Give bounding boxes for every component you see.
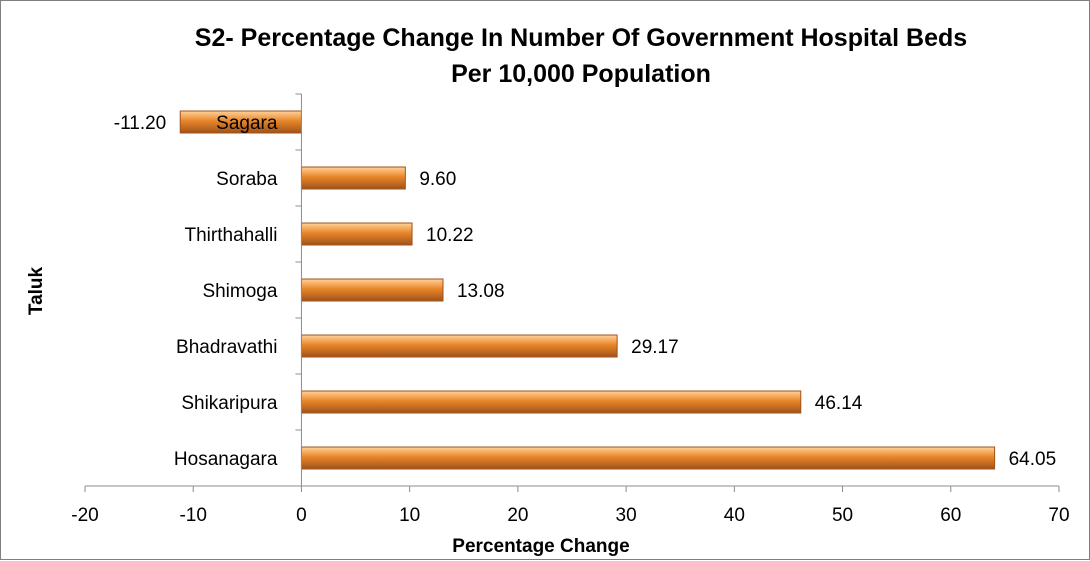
y-category-label: Soraba — [216, 169, 278, 190]
x-tick-label: 40 — [724, 505, 745, 526]
x-tick-label: -20 — [71, 505, 98, 526]
bar-data-label: 64.05 — [1009, 449, 1057, 470]
y-category-label: Shimoga — [202, 281, 277, 302]
bar-data-label: 13.08 — [457, 281, 505, 302]
y-axis-title: Taluk — [26, 266, 47, 316]
x-tick-label: 60 — [940, 505, 961, 526]
bar-data-label: 29.17 — [631, 337, 679, 358]
y-category-label: Sagara — [216, 113, 278, 134]
bar — [300, 166, 406, 190]
bar — [300, 278, 444, 302]
bar — [300, 222, 413, 246]
chart-title-line-2: Per 10,000 Population — [451, 60, 711, 88]
bar-data-label: 9.60 — [419, 169, 456, 190]
bar-data-label: -11.20 — [114, 113, 166, 134]
x-tick-label: 20 — [507, 505, 528, 526]
bar-data-label: 10.22 — [426, 225, 474, 246]
y-category-label: Bhadravathi — [176, 337, 277, 358]
x-axis-title: Percentage Change — [452, 536, 630, 557]
x-tick-label: 70 — [1048, 505, 1069, 526]
x-tick-label: 50 — [832, 505, 853, 526]
y-category-label: Hosanagara — [174, 449, 278, 470]
bar — [300, 390, 802, 414]
x-tick-label: -10 — [179, 505, 206, 526]
x-tick-label: 0 — [296, 505, 307, 526]
bar-data-label: 46.14 — [815, 393, 863, 414]
bar — [300, 446, 996, 470]
x-tick-label: 30 — [616, 505, 637, 526]
y-category-label: Thirthahalli — [185, 225, 278, 246]
y-category-label: Shikaripura — [181, 393, 278, 414]
x-tick-label: 10 — [399, 505, 420, 526]
bar — [300, 334, 618, 358]
chart-title-line-1: S2- Percentage Change In Number Of Gover… — [194, 24, 968, 52]
